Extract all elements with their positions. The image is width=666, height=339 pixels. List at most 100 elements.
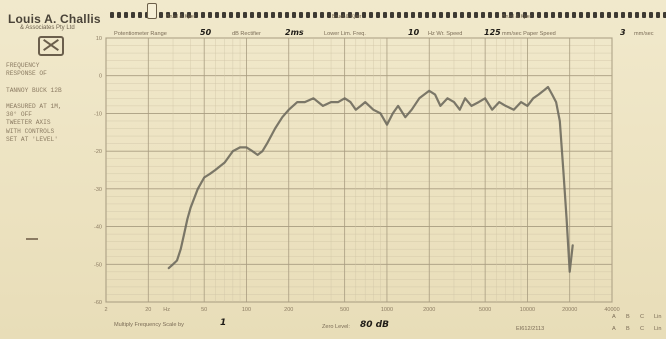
sprocket-hole	[194, 12, 198, 18]
sprocket-hole	[656, 12, 660, 18]
sprocket-hole	[285, 12, 289, 18]
paper-speed-label: mm/sec Paper Speed	[502, 31, 556, 37]
sprocket-hole	[544, 12, 548, 18]
y-tick-label: 10	[96, 36, 102, 42]
x-tick-label: 50	[201, 307, 207, 313]
x-tick-label: 500	[340, 307, 349, 313]
sprocket-hole	[628, 12, 632, 18]
brand-subtitle: & Associates Pty Ltd	[20, 25, 75, 31]
sprocket-hole	[537, 12, 541, 18]
chart-frame	[105, 37, 613, 303]
sprocket-hole	[418, 12, 422, 18]
sprocket-hole	[558, 12, 562, 18]
sprocket-hole	[614, 12, 618, 18]
y-tick-label: -30	[94, 187, 102, 193]
note-line: 30° OFF	[6, 111, 32, 119]
x-tick-label: 5000	[479, 307, 491, 313]
sprocket-hole	[663, 12, 666, 18]
y-tick-label: -50	[94, 262, 102, 268]
note-line: MEASURED AT 1M,	[6, 103, 62, 111]
weighting-a: A	[612, 314, 616, 320]
sprocket-hole	[397, 12, 401, 18]
sprocket-hole	[278, 12, 282, 18]
weighting-a: A	[612, 326, 616, 332]
sprocket-hole	[348, 12, 352, 18]
sprocket-hole	[383, 12, 387, 18]
measurement-note: FREQUENCY RESPONSE OF TANNOY BUCK 12B MEA…	[6, 62, 96, 144]
x-tick-label: 2000	[423, 307, 435, 313]
sprocket-hole	[411, 12, 415, 18]
x-tick-label: 200	[284, 307, 293, 313]
sprocket-hole	[257, 12, 261, 18]
sprocket-hole	[341, 12, 345, 18]
scale-tab-1: Bruel & Kjær	[166, 14, 196, 20]
sprocket-hole	[229, 12, 233, 18]
sprocket-hole	[439, 12, 443, 18]
x-tick-label: 100	[242, 307, 251, 313]
sprocket-hole	[432, 12, 436, 18]
sprocket-hole	[236, 12, 240, 18]
x-tick-label: 10000	[520, 307, 535, 313]
sprocket-hole	[600, 12, 604, 18]
sprocket-hole	[649, 12, 653, 18]
sprocket-hole	[187, 12, 191, 18]
sprocket-hole	[635, 12, 639, 18]
note-line: FREQUENCY	[6, 62, 40, 69]
sprocket-hole	[530, 12, 534, 18]
rectifier-value: 2ms	[285, 28, 304, 37]
company-logo-icon	[38, 36, 64, 56]
lower-lim-label: Lower Lim. Freq.	[324, 31, 366, 37]
sprocket-hole	[320, 12, 324, 18]
dash-mark	[26, 238, 38, 240]
sprocket-hole	[243, 12, 247, 18]
x-tick-label: 20000	[562, 307, 577, 313]
sprocket-hole	[446, 12, 450, 18]
brand-name: Louis A. Challis	[8, 12, 101, 26]
sprocket-hole	[551, 12, 555, 18]
sprocket-hole	[159, 12, 163, 18]
weighting-b: B	[626, 314, 630, 320]
response-curve	[167, 85, 574, 273]
x-tick-label: Hz	[163, 307, 170, 313]
weighting-lin: Lin	[654, 314, 662, 320]
sprocket-hole	[390, 12, 394, 18]
sprocket-hole	[404, 12, 408, 18]
sprocket-hole	[313, 12, 317, 18]
lower-lim-value: 10	[408, 28, 420, 37]
sprocket-hole	[509, 12, 513, 18]
weighting-c: C	[640, 326, 645, 332]
y-tick-label: -40	[94, 225, 102, 231]
sprocket-hole	[138, 12, 142, 18]
wr-speed-label: Hz Wr. Speed	[428, 31, 463, 37]
sprocket-hole	[502, 12, 506, 18]
sprocket-hole	[306, 12, 310, 18]
note-line: SET AT 'LEVEL'	[6, 135, 58, 143]
multiply-label: Multiply Frequency Scale by	[114, 322, 184, 328]
sprocket-hole	[565, 12, 569, 18]
sprocket-hole	[208, 12, 212, 18]
sprocket-hole	[271, 12, 275, 18]
sprocket-hole	[607, 12, 611, 18]
sprocket-hole	[292, 12, 296, 18]
sprocket-hole	[355, 12, 359, 18]
sprocket-hole	[579, 12, 583, 18]
sprocket-hole	[586, 12, 590, 18]
sprocket-hole	[201, 12, 205, 18]
note-line: WITH CONTROLS	[6, 127, 55, 135]
sprocket-hole	[453, 12, 457, 18]
sprocket-hole	[173, 12, 177, 18]
zero-level-label: Zero Level:	[322, 324, 350, 330]
sprocket-hole	[474, 12, 478, 18]
note-line: TWEETER AXIS	[6, 119, 51, 127]
y-tick-label: -20	[94, 149, 102, 155]
sprocket-hole	[621, 12, 625, 18]
y-tick-label: -60	[94, 300, 102, 306]
sprocket-hole	[327, 12, 331, 18]
multiply-value: 1	[220, 318, 227, 328]
y-tick-label: 0	[99, 74, 102, 80]
sprocket-hole	[425, 12, 429, 18]
range-slider[interactable]	[147, 3, 157, 19]
y-tick-label: -10	[94, 111, 102, 117]
paper-speed-value: 3	[620, 28, 626, 37]
